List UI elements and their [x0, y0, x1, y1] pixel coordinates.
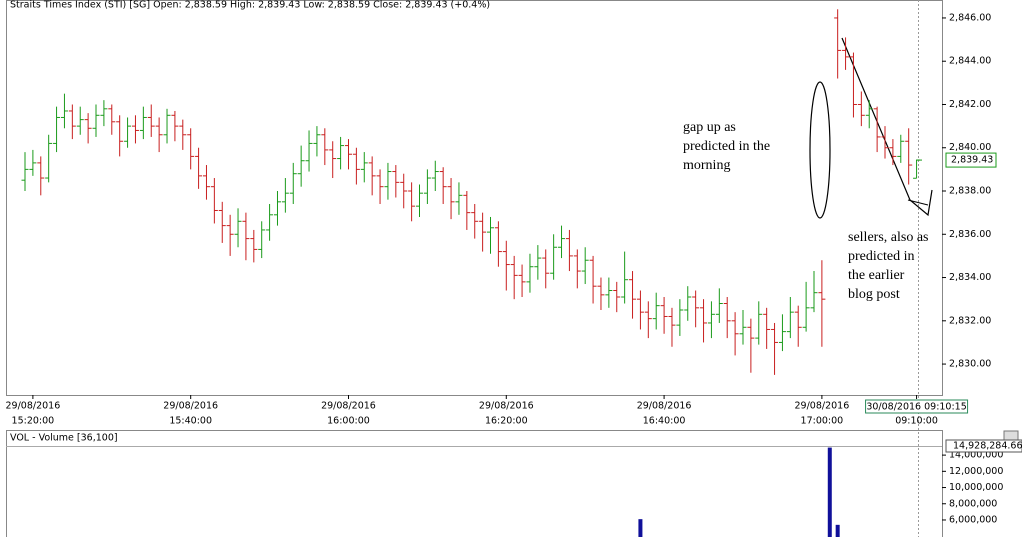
volume-bar: [827, 447, 832, 537]
y-tick-label: 2,834.00: [949, 272, 991, 283]
annotation: blog post: [848, 287, 900, 302]
annotation: morning: [683, 158, 730, 173]
volume-frame: [6, 430, 943, 537]
x-tick-date: 29/08/2016: [637, 401, 692, 412]
volume-y-tick-label: 8,000,000: [949, 498, 997, 509]
x-tick-time: 16:20:00: [485, 416, 528, 427]
y-tick-label: 2,842.00: [949, 99, 991, 110]
y-tick-label: 2,832.00: [949, 315, 991, 326]
volume-bar: [638, 519, 643, 537]
x-tick-time: 15:40:00: [169, 416, 212, 427]
annotation: predicted in: [848, 249, 914, 264]
x-tick-date: 29/08/2016: [321, 401, 376, 412]
x-tick-time: 15:20:00: [12, 416, 55, 427]
y-tick-label: 2,836.00: [949, 229, 991, 240]
annotation: predicted in the: [683, 139, 770, 154]
volume-y-tick-label: 10,000,000: [949, 482, 1003, 493]
volume-y-tick-label: 12,000,000: [949, 466, 1003, 477]
cursor-box: [865, 399, 969, 414]
chart-title: Straits Times Index (STI) [SG] Open: 2,8…: [10, 0, 490, 11]
x-tick-date: 29/08/2016: [163, 401, 218, 412]
y-tick-label: 2,838.00: [949, 186, 991, 197]
last-value-box: [945, 152, 997, 168]
x-tick-date: 29/08/2016: [795, 401, 850, 412]
x-tick-time: 17:00:00: [801, 416, 844, 427]
x-tick-date: 29/08/2016: [479, 401, 534, 412]
annotation: the earlier: [848, 268, 905, 283]
volume-bar: [835, 524, 840, 537]
x-tick-time: 16:40:00: [643, 416, 686, 427]
price-frame: [6, 0, 943, 396]
x-tick-time: 09:10:00: [895, 416, 938, 427]
y-tick-label: 2,844.00: [949, 56, 991, 67]
volume-last-box: [945, 439, 1022, 453]
volume-y-tick-label: 6,000,000: [949, 514, 997, 525]
last-value-label: 2,839.43: [951, 155, 993, 166]
y-tick-label: 2,830.00: [949, 359, 991, 370]
cursor-label: 30/08/2016 09:10:15: [866, 402, 966, 413]
annotation: sellers, also as: [848, 230, 928, 245]
x-tick-time: 16:00:00: [327, 416, 370, 427]
annotation-arrow: [841, 37, 933, 217]
annotation-arrow: [907, 199, 929, 206]
x-tick-date: 29/08/2016: [6, 401, 61, 412]
volume-last-label: 14,928,284.66: [953, 441, 1022, 452]
annotation: gap up as: [683, 120, 736, 135]
y-tick-label: 2,846.00: [949, 12, 991, 23]
volume-title: VOL - Volume [36,100]: [10, 433, 118, 444]
annotation-ellipse: [809, 81, 831, 219]
volume-y-tick-label: 14,000,000: [949, 450, 1003, 461]
y-tick-label: 2,840.00: [949, 142, 991, 153]
